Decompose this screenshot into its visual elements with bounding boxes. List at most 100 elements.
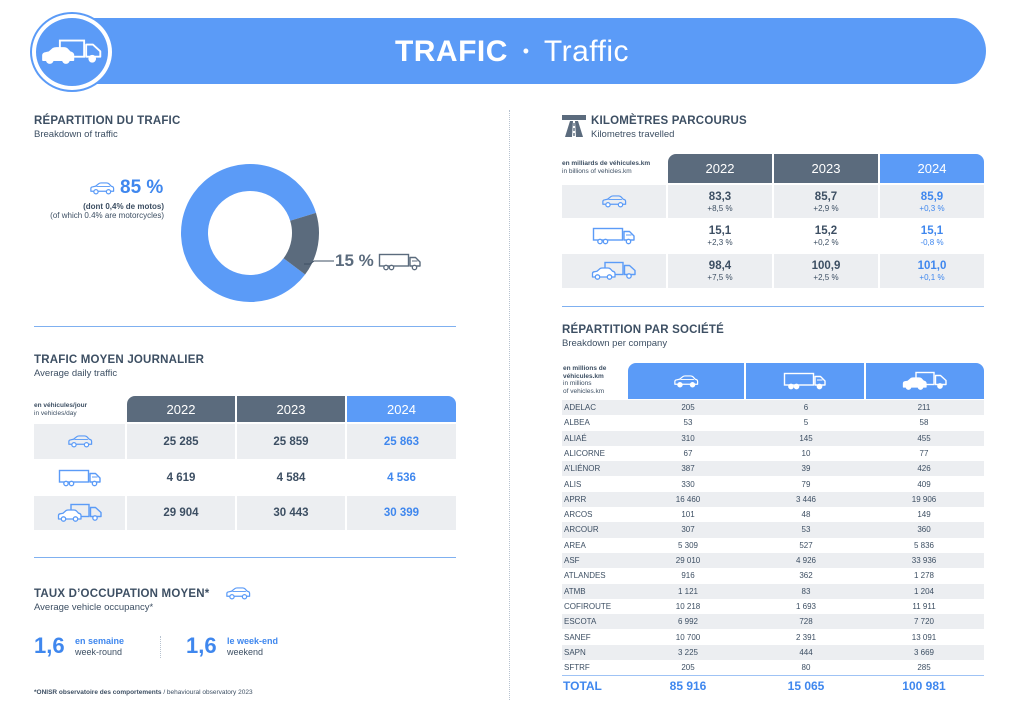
company-row: ATMB 1 121 83 1 204 bbox=[562, 583, 984, 599]
company-heavy-value: 53 bbox=[801, 525, 811, 535]
company-heavy-value: 80 bbox=[801, 663, 811, 673]
km-cell: 85,7 +2,9 % bbox=[774, 185, 878, 218]
light-vehicle-share: 85 % bbox=[120, 177, 164, 198]
company-heavy-value: 145 bbox=[799, 433, 813, 443]
total-all: 100 981 bbox=[902, 679, 946, 693]
truck-icon bbox=[783, 372, 827, 390]
km-unit-en: in billions of vehicles.km bbox=[562, 167, 632, 175]
daily-header-2023: 2023 bbox=[237, 396, 345, 422]
company-heavy-value: 3 446 bbox=[795, 494, 817, 504]
km-change: +0,3 % bbox=[919, 203, 945, 213]
company-row: AREA 5 309 527 5 836 bbox=[562, 538, 984, 553]
total-label: TOTAL bbox=[563, 679, 602, 693]
company-row: A’LIÉNOR 387 39 426 bbox=[562, 461, 984, 477]
km-subtitle: Kilometres travelled bbox=[591, 129, 675, 140]
km-cell: 15,1 -0,8 % bbox=[880, 220, 984, 252]
company-row: ASF 29 010 4 926 33 936 bbox=[562, 553, 984, 569]
km-header-2023: 2023 bbox=[774, 154, 878, 183]
km-value: 15,1 bbox=[920, 225, 944, 237]
car-icon bbox=[88, 182, 116, 195]
company-name: APRR bbox=[564, 494, 587, 504]
company-heavy-value: 39 bbox=[801, 464, 811, 474]
company-total-value: 5 836 bbox=[913, 540, 935, 550]
daily-header-2024: 2024 bbox=[347, 396, 456, 422]
company-name: ESCOTA bbox=[564, 617, 597, 627]
daily-subtitle: Average daily traffic bbox=[34, 368, 118, 379]
daily-unit-fr: en véhicules/jour bbox=[34, 402, 88, 409]
km-change: +0,1 % bbox=[919, 273, 945, 282]
km-change: +2,5 % bbox=[813, 273, 839, 282]
total-heavy: 15 065 bbox=[787, 679, 825, 693]
company-row: ALIS 330 79 409 bbox=[562, 477, 984, 492]
company-name: SFTRF bbox=[564, 663, 590, 673]
km-change: +2,3 % bbox=[707, 238, 733, 247]
daily-cell: 30 443 bbox=[237, 496, 345, 530]
company-row: ESCOTA 6 992 728 7 720 bbox=[562, 614, 984, 630]
title-separator: • bbox=[522, 41, 530, 61]
company-unit-fr-1: en millions de bbox=[563, 365, 607, 372]
km-value: 15,1 bbox=[708, 225, 732, 237]
km-value: 101,0 bbox=[917, 260, 947, 272]
km-value: 100,9 bbox=[811, 260, 841, 272]
company-row: ATLANDES 916 362 1 278 bbox=[562, 568, 984, 583]
km-row-icon-cell bbox=[562, 220, 666, 252]
car-and-truck-icon bbox=[57, 503, 103, 523]
weekend-label-en: weekend bbox=[227, 647, 264, 657]
company-heavy-value: 10 bbox=[801, 448, 811, 458]
company-unit-fr-2: véhicules.km bbox=[563, 372, 604, 380]
total-divider bbox=[562, 675, 984, 676]
car-and-truck-icon bbox=[591, 261, 637, 281]
car-icon bbox=[672, 375, 700, 388]
company-heavy-value: 728 bbox=[799, 617, 813, 627]
company-heavy-value: 48 bbox=[801, 510, 811, 520]
company-name: COFIROUTE bbox=[564, 601, 612, 611]
company-unit-en-2: of vehicles.km bbox=[563, 387, 605, 395]
km-cell: 98,4 +7,5 % bbox=[668, 254, 772, 288]
company-light-value: 6 992 bbox=[677, 617, 699, 627]
company-heavy-value: 83 bbox=[801, 586, 811, 596]
company-row: COFIROUTE 10 218 1 693 11 911 bbox=[562, 599, 984, 614]
daily-cell: 25 859 bbox=[237, 424, 345, 459]
daily-row-icon-cell bbox=[34, 496, 125, 530]
company-name: A’LIÉNOR bbox=[564, 464, 601, 474]
company-name: ADELAC bbox=[564, 403, 597, 412]
donut-slice-light bbox=[181, 164, 316, 302]
weekday-label-en: week-round bbox=[75, 647, 123, 657]
company-row: ALBEA 53 5 58 bbox=[562, 415, 984, 430]
km-value: 85,7 bbox=[814, 190, 838, 203]
company-light-value: 67 bbox=[683, 448, 693, 458]
km-cell: 15,1 +2,3 % bbox=[668, 220, 772, 252]
company-total-value: 211 bbox=[917, 403, 931, 412]
truck-icon bbox=[592, 227, 636, 245]
company-light-value: 5 309 bbox=[677, 540, 699, 550]
title-fr: TRAFIC bbox=[394, 35, 508, 68]
company-header-total bbox=[866, 363, 984, 399]
km-cell: 85,9 +0,3 % bbox=[880, 185, 984, 218]
occupancy-subtitle: Average vehicle occupancy* bbox=[34, 602, 154, 613]
km-change: +0,2 % bbox=[813, 238, 839, 247]
company-name: SAPN bbox=[564, 647, 586, 657]
daily-cell: 4 584 bbox=[237, 461, 345, 494]
company-light-value: 205 bbox=[681, 403, 695, 412]
company-row: APRR 16 460 3 446 19 906 bbox=[562, 491, 984, 507]
company-light-value: 101 bbox=[681, 510, 695, 520]
company-name: ARCOUR bbox=[564, 525, 599, 535]
car-icon bbox=[224, 587, 252, 600]
column-divider bbox=[509, 110, 510, 700]
company-name: SANEF bbox=[564, 632, 591, 642]
company-row: SANEF 10 700 2 391 13 091 bbox=[562, 630, 984, 645]
company-heavy-value: 79 bbox=[801, 479, 811, 489]
daily-unit: en véhicules/jour in vehicles/day bbox=[34, 402, 87, 417]
km-value: 83,3 bbox=[708, 190, 732, 203]
daily-cell: 4 536 bbox=[347, 461, 456, 494]
section-divider bbox=[34, 557, 456, 558]
breakdown-title: RÉPARTITION DU TRAFIC bbox=[34, 115, 181, 127]
company-light-value: 3 225 bbox=[677, 647, 699, 657]
daily-unit-en: in vehicles/day bbox=[34, 409, 77, 417]
company-total-value: 13 091 bbox=[911, 632, 937, 642]
company-header-heavy bbox=[746, 363, 864, 399]
km-cell: 101,0 +0,1 % bbox=[880, 254, 984, 288]
daily-cell: 25 285 bbox=[127, 424, 235, 459]
company-row: ARCOS 101 48 149 bbox=[562, 507, 984, 522]
company-total-value: 19 906 bbox=[911, 494, 937, 504]
